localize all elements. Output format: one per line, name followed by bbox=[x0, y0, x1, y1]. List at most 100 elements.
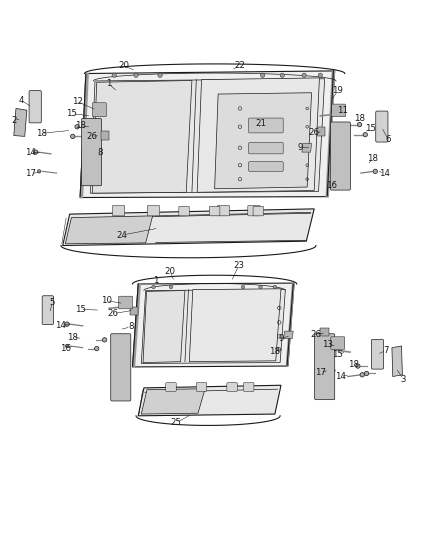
Circle shape bbox=[37, 169, 41, 173]
Circle shape bbox=[356, 364, 360, 368]
FancyBboxPatch shape bbox=[244, 383, 254, 391]
Circle shape bbox=[280, 73, 285, 77]
Polygon shape bbox=[284, 331, 293, 338]
Circle shape bbox=[112, 73, 117, 77]
Text: 20: 20 bbox=[118, 61, 129, 70]
FancyBboxPatch shape bbox=[148, 205, 159, 216]
Circle shape bbox=[363, 133, 367, 137]
Text: 7: 7 bbox=[383, 346, 389, 355]
Text: 18: 18 bbox=[367, 154, 378, 163]
FancyBboxPatch shape bbox=[376, 111, 388, 142]
Circle shape bbox=[241, 285, 245, 289]
FancyBboxPatch shape bbox=[249, 142, 283, 154]
FancyBboxPatch shape bbox=[330, 122, 350, 190]
Text: 8: 8 bbox=[128, 322, 134, 331]
Polygon shape bbox=[92, 80, 192, 193]
Polygon shape bbox=[90, 79, 325, 193]
Text: 6: 6 bbox=[385, 135, 391, 144]
Circle shape bbox=[75, 125, 79, 129]
Circle shape bbox=[287, 333, 290, 336]
FancyBboxPatch shape bbox=[196, 383, 207, 391]
Polygon shape bbox=[392, 346, 403, 376]
Polygon shape bbox=[133, 283, 294, 367]
Circle shape bbox=[273, 285, 277, 289]
Text: 18: 18 bbox=[269, 347, 280, 356]
Circle shape bbox=[33, 150, 38, 154]
Text: 20: 20 bbox=[165, 267, 176, 276]
Text: 2: 2 bbox=[11, 116, 17, 125]
FancyBboxPatch shape bbox=[332, 104, 346, 117]
Text: 4: 4 bbox=[19, 96, 25, 105]
Polygon shape bbox=[63, 209, 314, 246]
Text: 11: 11 bbox=[337, 106, 348, 115]
Circle shape bbox=[71, 134, 75, 139]
Circle shape bbox=[169, 285, 173, 289]
FancyBboxPatch shape bbox=[179, 206, 189, 216]
Text: 14: 14 bbox=[378, 169, 389, 179]
Circle shape bbox=[261, 73, 265, 77]
Text: 15: 15 bbox=[332, 350, 343, 359]
Text: 19: 19 bbox=[332, 86, 343, 95]
Text: 16: 16 bbox=[60, 344, 71, 353]
Text: 18: 18 bbox=[354, 114, 365, 123]
Circle shape bbox=[158, 73, 162, 77]
Polygon shape bbox=[138, 385, 281, 416]
Text: 18: 18 bbox=[348, 360, 359, 369]
Polygon shape bbox=[14, 108, 27, 136]
Text: 5: 5 bbox=[49, 298, 55, 307]
Text: 15: 15 bbox=[365, 125, 376, 133]
Text: 15: 15 bbox=[74, 305, 86, 314]
Circle shape bbox=[95, 346, 99, 351]
Text: 17: 17 bbox=[25, 169, 36, 179]
Polygon shape bbox=[197, 78, 319, 192]
FancyBboxPatch shape bbox=[166, 383, 176, 391]
FancyBboxPatch shape bbox=[371, 340, 384, 369]
Text: 26: 26 bbox=[86, 132, 97, 141]
Text: 13: 13 bbox=[322, 340, 333, 349]
Text: 18: 18 bbox=[36, 129, 47, 138]
Polygon shape bbox=[320, 328, 329, 336]
FancyBboxPatch shape bbox=[113, 205, 125, 216]
Text: 24: 24 bbox=[117, 231, 127, 239]
Circle shape bbox=[364, 372, 369, 376]
Polygon shape bbox=[101, 131, 109, 140]
Circle shape bbox=[134, 73, 138, 77]
Circle shape bbox=[302, 73, 306, 77]
Text: 14: 14 bbox=[25, 149, 36, 157]
FancyBboxPatch shape bbox=[111, 334, 131, 401]
FancyBboxPatch shape bbox=[217, 205, 230, 216]
Circle shape bbox=[152, 285, 155, 289]
Text: 18: 18 bbox=[74, 122, 86, 131]
FancyBboxPatch shape bbox=[209, 206, 220, 216]
Text: 23: 23 bbox=[233, 261, 244, 270]
Polygon shape bbox=[317, 127, 325, 135]
Polygon shape bbox=[141, 389, 205, 414]
FancyBboxPatch shape bbox=[81, 118, 102, 185]
Circle shape bbox=[65, 322, 69, 326]
Text: 21: 21 bbox=[255, 119, 266, 128]
Text: 14: 14 bbox=[335, 372, 346, 381]
Text: 10: 10 bbox=[101, 296, 112, 305]
Text: 15: 15 bbox=[67, 109, 78, 118]
FancyBboxPatch shape bbox=[314, 334, 335, 400]
Text: 12: 12 bbox=[71, 97, 83, 106]
Text: 26: 26 bbox=[311, 330, 321, 338]
Polygon shape bbox=[189, 289, 281, 362]
FancyBboxPatch shape bbox=[42, 296, 53, 325]
Text: 9: 9 bbox=[278, 334, 284, 343]
Text: 8: 8 bbox=[98, 148, 103, 157]
Text: 22: 22 bbox=[234, 61, 245, 70]
FancyBboxPatch shape bbox=[249, 161, 283, 171]
Circle shape bbox=[332, 369, 335, 372]
FancyBboxPatch shape bbox=[331, 337, 345, 350]
Polygon shape bbox=[143, 290, 185, 362]
FancyBboxPatch shape bbox=[227, 383, 237, 391]
Text: 1: 1 bbox=[153, 276, 159, 285]
Text: 9: 9 bbox=[297, 143, 303, 152]
Circle shape bbox=[102, 338, 107, 342]
FancyBboxPatch shape bbox=[248, 205, 260, 216]
Text: 25: 25 bbox=[171, 418, 182, 427]
Circle shape bbox=[373, 169, 378, 174]
Polygon shape bbox=[65, 216, 152, 244]
Text: 26: 26 bbox=[309, 127, 320, 136]
